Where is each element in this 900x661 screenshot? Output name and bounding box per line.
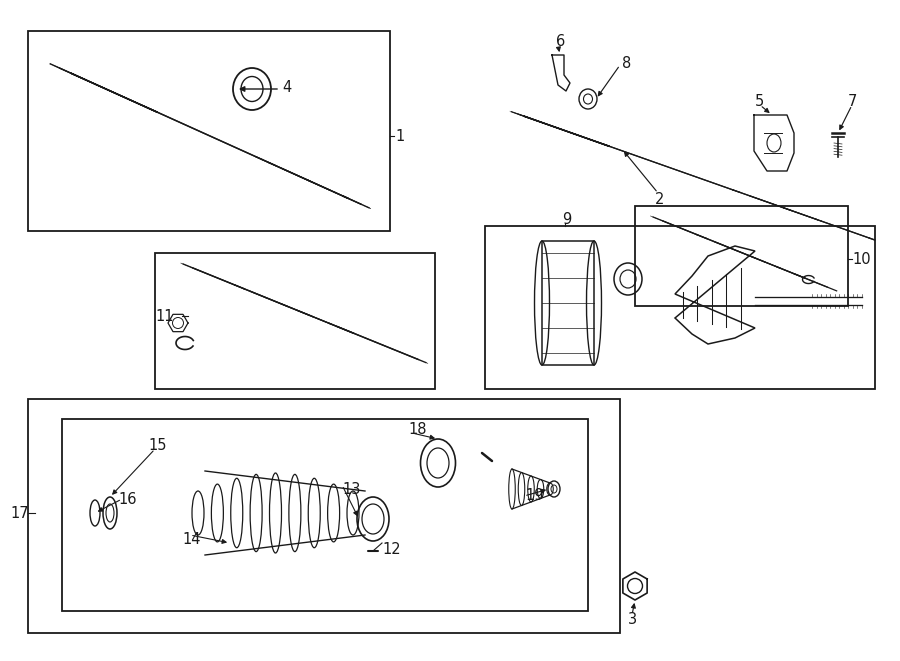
Text: 14: 14: [182, 531, 201, 547]
Text: 15: 15: [148, 438, 166, 453]
Text: 9: 9: [562, 212, 572, 227]
Text: 3: 3: [628, 611, 637, 627]
Text: 6: 6: [556, 34, 565, 48]
Text: 18: 18: [408, 422, 427, 436]
Text: 2: 2: [655, 192, 664, 206]
Text: 11: 11: [155, 309, 174, 323]
Text: 10: 10: [852, 251, 870, 266]
Text: 7: 7: [848, 93, 858, 108]
Text: 17: 17: [10, 506, 29, 520]
Text: 16: 16: [118, 492, 137, 506]
Text: 13: 13: [342, 481, 360, 496]
Text: 1: 1: [395, 128, 404, 143]
Text: 12: 12: [382, 541, 400, 557]
Text: 4: 4: [282, 81, 292, 95]
Text: 5: 5: [755, 93, 764, 108]
Text: 19: 19: [525, 488, 544, 504]
Text: 8: 8: [622, 56, 631, 71]
